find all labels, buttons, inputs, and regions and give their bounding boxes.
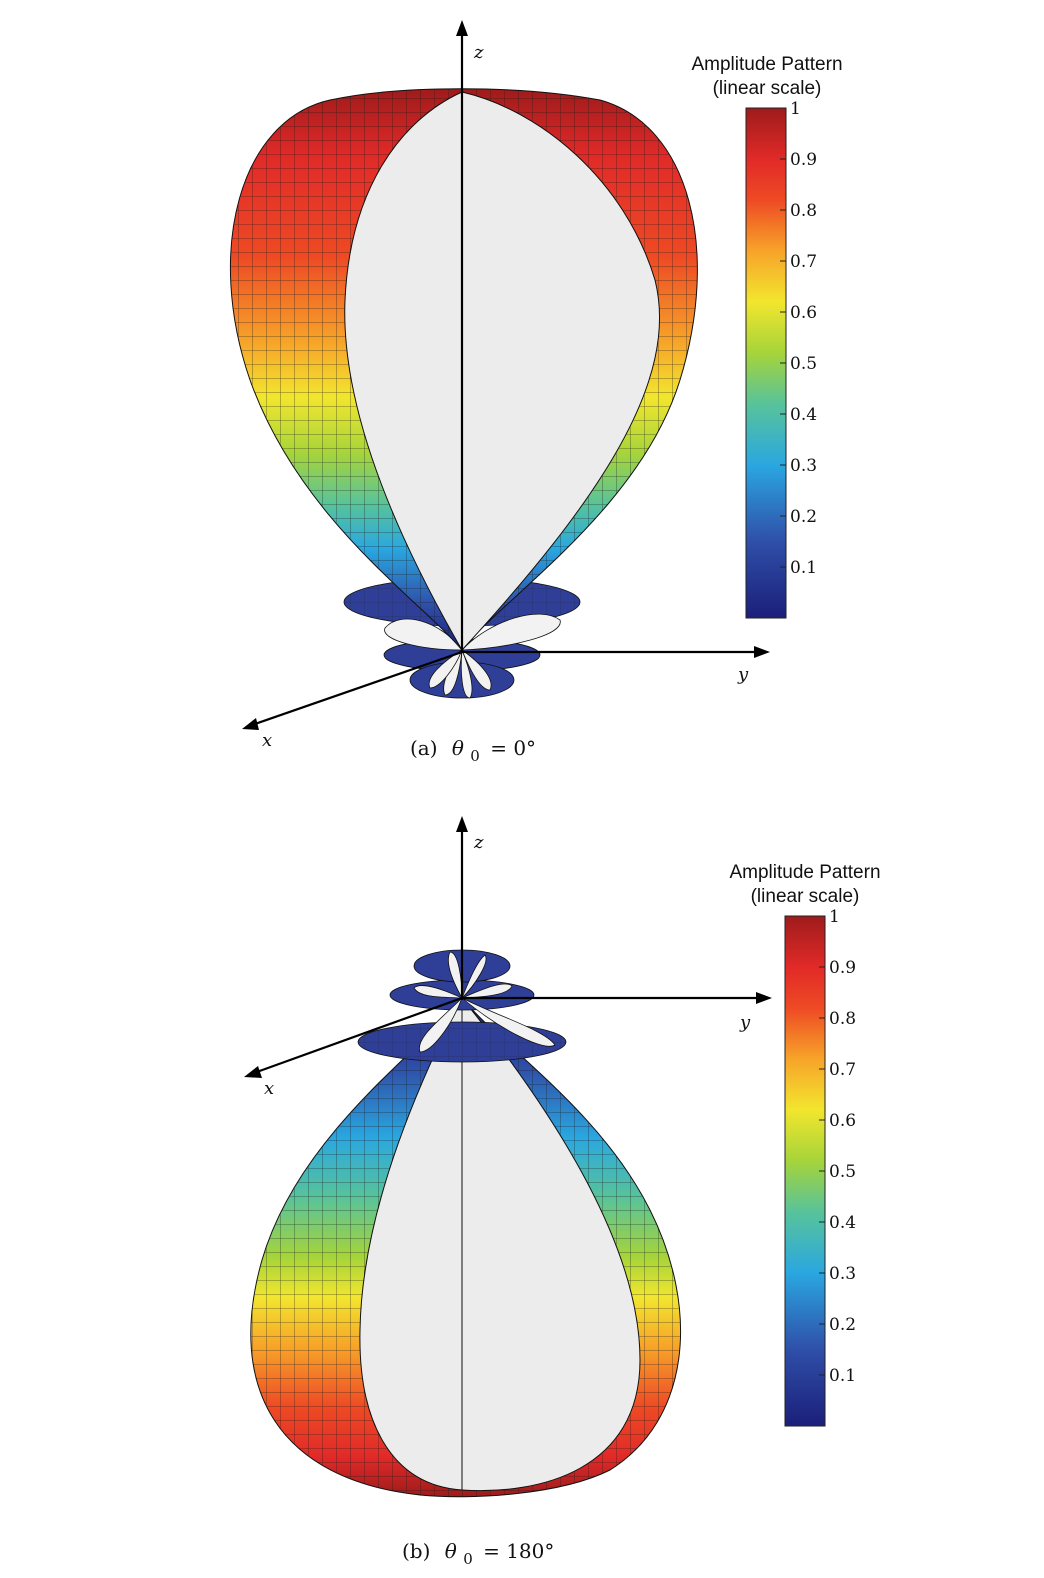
colorbar-tick-label: 0.3 [790, 456, 817, 476]
caption-sub-a: 0 [470, 747, 480, 765]
colorbar-tick-label: 0.3 [829, 1264, 856, 1284]
z-axis-label-b: z [473, 832, 484, 853]
y-axis-label-b: y [739, 1012, 751, 1033]
colorbar-a: Amplitude Pattern (linear scale) 1 0.9 0.8… [691, 54, 843, 619]
colorbar-tick-label: 0.6 [790, 303, 817, 323]
colorbar-tick-label: 0.5 [829, 1162, 856, 1182]
colorbar-tick-label: 0.9 [829, 958, 856, 978]
colorbar-title-line1-a: Amplitude Pattern [691, 54, 842, 75]
side-lobes-a [343, 577, 581, 699]
colorbar-tick-label: 0.5 [790, 354, 817, 374]
main-lobe-a [229, 88, 698, 651]
colorbar-ticks-b: 1 0.9 0.8 0.7 0.6 0.5 0.4 0.3 0.2 0.1 [819, 907, 856, 1386]
colorbar-tick-label: 0.4 [829, 1213, 856, 1233]
pattern-plot-b: z y x Amplitude Pattern (linear scale) 1… [244, 816, 881, 1569]
x-axis-label-b: x [264, 1078, 274, 1099]
colorbar-tick-label: 0.2 [829, 1315, 856, 1335]
colorbar-tick-label: 0.8 [829, 1009, 856, 1029]
x-axis-label-a: x [262, 730, 272, 751]
colorbar-tick-label: 0.4 [790, 405, 817, 425]
colorbar-tick-label: 0.8 [790, 201, 817, 221]
colorbar-title-line2-a: (linear scale) [713, 78, 822, 99]
caption-b: (b) θ 0 = 180° [402, 1539, 554, 1569]
caption-sub-b: 0 [463, 1550, 473, 1568]
caption-value-b: = 180° [483, 1539, 554, 1563]
colorbar-tick-label: 0.6 [829, 1111, 856, 1131]
colorbar-tick-label: 0.9 [790, 150, 817, 170]
caption-var-b: θ [445, 1539, 457, 1563]
z-axis-label-a: z [473, 42, 484, 63]
panel-a: z y x Amplitude Pattern (linear scale) 1… [229, 20, 843, 766]
colorbar-tick-label: 0.7 [829, 1060, 856, 1080]
colorbar-tick-label: 0.1 [829, 1366, 856, 1386]
colorbar-title-line1-b: Amplitude Pattern [729, 862, 880, 883]
colorbar-tick-label: 0.1 [790, 558, 817, 578]
caption-value-a: = 0° [490, 736, 536, 760]
panel-b: z y x Amplitude Pattern (linear scale) 1… [0, 790, 1044, 1578]
colorbar-tick-label: 0.7 [790, 252, 817, 272]
colorbar-ticks-a: 1 0.9 0.8 0.7 0.6 0.5 0.4 0.3 0.2 0.1 [780, 99, 817, 578]
main-lobe-b [250, 997, 682, 1498]
pattern-plot-a: z y x Amplitude Pattern (linear scale) 1… [229, 20, 843, 766]
caption-prefix-b: (b) [402, 1539, 430, 1563]
colorbar-b: Amplitude Pattern (linear scale) 1 0.9 0.8… [729, 862, 881, 1427]
colorbar-tick-label: 1 [790, 99, 801, 119]
y-axis-label-a: y [737, 664, 749, 685]
axes-a [242, 20, 770, 730]
caption-a: (a) θ 0 = 0° [410, 736, 536, 766]
colorbar-title-line2-b: (linear scale) [751, 886, 860, 907]
axes-b [244, 816, 772, 1078]
colorbar-tick-label: 0.2 [790, 507, 817, 527]
caption-var-a: θ [452, 736, 464, 760]
caption-prefix-a: (a) [410, 736, 438, 760]
colorbar-tick-label: 1 [829, 907, 840, 927]
